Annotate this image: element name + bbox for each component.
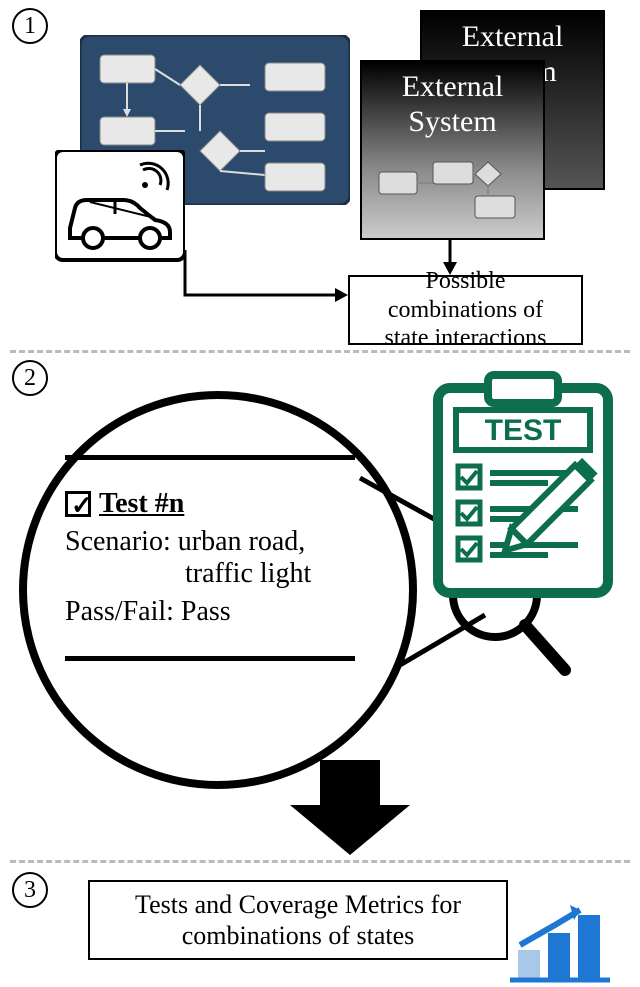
combinations-box: Possible combinations of state interacti… [348,275,583,345]
combinations-box-text: Possible combinations of state interacti… [385,267,547,353]
metrics-box-text: Tests and Coverage Metrics for combinati… [135,889,461,951]
clipboard-header-text: TEST [485,414,562,447]
down-arrow-icon [290,760,410,860]
section-divider-2 [10,860,630,863]
step-3-num: 3 [24,877,36,904]
test-clipboard-icon: TEST [428,370,638,605]
step-3-label: 3 [12,872,48,908]
metrics-box: Tests and Coverage Metrics for combinati… [88,880,508,960]
bar-chart-icon [510,895,620,985]
